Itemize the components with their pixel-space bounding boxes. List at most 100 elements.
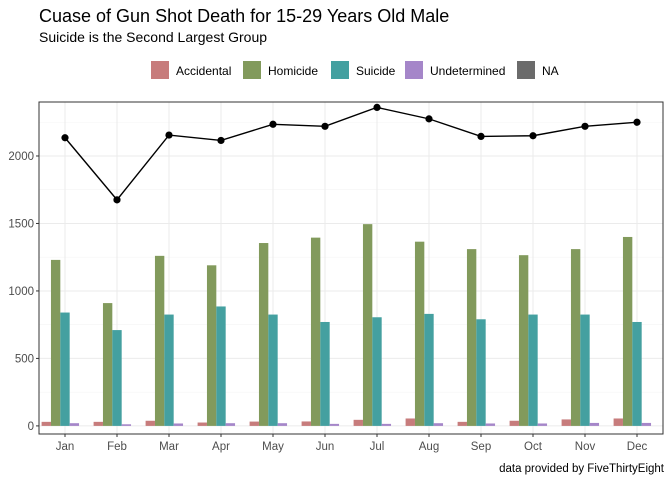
total-point-jul — [373, 103, 381, 111]
bar-suicide-apr — [216, 306, 226, 426]
plot-border — [38, 101, 664, 435]
total-point-feb — [113, 196, 121, 204]
total-point-mar — [165, 131, 173, 139]
y-tick-label: 500 — [15, 353, 34, 365]
bar-accidental-apr — [197, 422, 207, 426]
bar-suicide-dec — [632, 321, 642, 426]
total-point-oct — [529, 132, 537, 140]
legend-swatch — [517, 61, 535, 79]
bar-homicide-jun — [310, 237, 321, 426]
x-tick-label: Aug — [419, 441, 439, 453]
bar-homicide-nov — [570, 249, 581, 426]
bar-homicide-jul — [362, 224, 373, 426]
bar-accidental-nov — [561, 419, 571, 426]
axes: 0 500 1000 1500 2000 Jan Feb Mar Apr May Jun Jul Aug… — [8, 151, 647, 453]
y-tick-label: 0 — [28, 421, 34, 433]
x-tick-label: Jan — [56, 441, 75, 453]
bar-homicide-may — [258, 243, 269, 426]
x-tick-label: Jun — [316, 441, 335, 453]
legend-item-homicide: Homicide — [243, 61, 318, 79]
bar-accidental-jan — [41, 421, 51, 426]
legend-label: Accidental — [176, 64, 231, 78]
bar-suicide-jan — [60, 312, 70, 426]
bar-undetermined-may — [277, 423, 288, 426]
x-tick-label: Mar — [159, 441, 179, 453]
x-tick-label: Oct — [524, 441, 543, 453]
total-point-nov — [581, 122, 589, 130]
bars — [41, 224, 652, 426]
x-tick-label: Jul — [370, 441, 385, 453]
legend: Accidental Homicide Suicide Undetermined NA — [151, 61, 559, 79]
bar-accidental-feb — [93, 421, 103, 426]
bar-undetermined-apr — [225, 423, 236, 426]
total-point-may — [269, 120, 277, 128]
x-tick-label: Apr — [212, 441, 230, 453]
bar-undetermined-oct — [537, 423, 548, 426]
total-point-apr — [217, 136, 225, 145]
legend-label: Undetermined — [430, 64, 505, 78]
x-tick-label: Sep — [471, 441, 491, 453]
bar-homicide-oct — [518, 255, 529, 426]
bar-suicide-jul — [372, 317, 382, 426]
total-point-aug — [425, 115, 433, 123]
bar-suicide-feb — [112, 330, 122, 426]
legend-swatch — [151, 61, 169, 79]
legend-swatch — [243, 61, 261, 79]
bar-undetermined-aug — [433, 423, 444, 426]
bar-homicide-dec — [622, 236, 633, 426]
bar-undetermined-jun — [329, 423, 340, 426]
bar-undetermined-sep — [485, 423, 496, 426]
x-tick-label: Feb — [107, 441, 127, 453]
bar-suicide-mar — [164, 314, 174, 426]
bar-homicide-feb — [102, 303, 113, 426]
legend-swatch — [405, 61, 423, 79]
bar-homicide-mar — [154, 255, 165, 426]
bar-undetermined-dec — [641, 422, 652, 426]
total-point-jan — [61, 134, 69, 142]
bar-suicide-nov — [580, 314, 590, 426]
chart-caption: data provided by FiveThirtyEight — [499, 463, 665, 475]
bar-accidental-mar — [145, 420, 155, 426]
bar-accidental-may — [249, 421, 259, 426]
total-line-path — [64, 106, 638, 201]
bar-undetermined-jul — [381, 423, 392, 426]
bar-accidental-sep — [457, 421, 467, 426]
plot-panel — [39, 102, 663, 434]
bar-accidental-jul — [353, 419, 363, 426]
bar-accidental-jun — [301, 421, 311, 426]
legend-item-accidental: Accidental — [151, 61, 231, 79]
bar-suicide-sep — [476, 319, 486, 426]
bar-undetermined-nov — [589, 422, 600, 426]
bar-undetermined-mar — [173, 423, 184, 426]
total-line — [61, 103, 641, 204]
bar-undetermined-jan — [69, 423, 80, 426]
legend-item-na: NA — [517, 61, 559, 79]
legend-label: Suicide — [356, 64, 396, 78]
bar-suicide-aug — [424, 313, 434, 426]
bar-suicide-oct — [528, 314, 538, 426]
y-tick-label: 2000 — [8, 151, 34, 163]
x-tick-label: Dec — [627, 441, 648, 453]
x-tick-label: May — [262, 441, 284, 453]
total-point-jun — [321, 122, 329, 130]
bar-accidental-oct — [509, 420, 519, 426]
bar-homicide-aug — [414, 241, 425, 426]
total-point-sep — [477, 132, 485, 141]
y-tick-label: 1500 — [8, 218, 34, 230]
legend-item-suicide: Suicide — [331, 61, 396, 79]
chart-subtitle: Suicide is the Second Largest Group — [39, 29, 267, 45]
bar-undetermined-feb — [121, 424, 132, 426]
bar-suicide-may — [268, 314, 278, 426]
bar-accidental-aug — [405, 418, 415, 426]
bar-homicide-apr — [206, 265, 217, 426]
bar-homicide-sep — [466, 249, 477, 426]
total-point-dec — [633, 118, 641, 126]
bar-accidental-dec — [613, 418, 623, 426]
legend-label: Homicide — [268, 64, 318, 78]
chart-title: Cuase of Gun Shot Death for 15-29 Years … — [39, 6, 449, 26]
bar-homicide-jan — [50, 259, 61, 426]
y-tick-label: 1000 — [8, 286, 34, 298]
x-tick-label: Nov — [575, 441, 596, 453]
bar-suicide-jun — [320, 321, 330, 426]
